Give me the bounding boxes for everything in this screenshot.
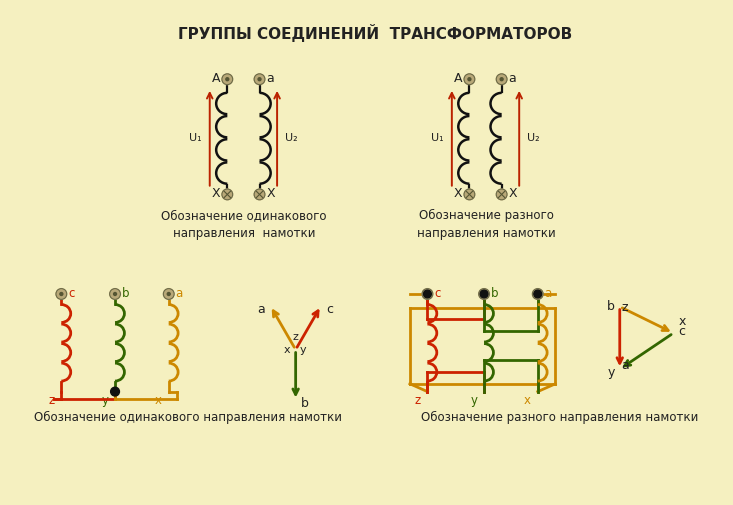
- Circle shape: [500, 78, 503, 81]
- Text: a: a: [176, 286, 183, 299]
- Text: a: a: [509, 72, 516, 85]
- Circle shape: [424, 290, 431, 298]
- Text: y: y: [300, 344, 306, 355]
- Text: x: x: [678, 315, 685, 328]
- Text: z: z: [622, 301, 628, 315]
- Text: c: c: [68, 286, 75, 299]
- Text: U₁: U₁: [189, 133, 202, 143]
- Text: U₁: U₁: [432, 133, 444, 143]
- Text: y: y: [101, 393, 108, 407]
- Circle shape: [254, 74, 265, 84]
- Text: y: y: [471, 393, 477, 407]
- Text: a: a: [257, 302, 265, 316]
- Circle shape: [532, 289, 543, 299]
- Text: A: A: [212, 72, 221, 85]
- Text: Обозначение одинакового направления намотки: Обозначение одинакового направления намо…: [34, 411, 342, 424]
- Circle shape: [60, 292, 63, 295]
- Circle shape: [482, 292, 485, 295]
- Text: x: x: [524, 393, 531, 407]
- Circle shape: [56, 289, 67, 299]
- Circle shape: [534, 290, 542, 298]
- Circle shape: [167, 292, 170, 295]
- Text: ГРУППЫ СОЕДИНЕНИЙ  ТРАНСФОРМАТОРОВ: ГРУППЫ СОЕДИНЕНИЙ ТРАНСФОРМАТОРОВ: [177, 24, 572, 41]
- Text: Обозначение разного направления намотки: Обозначение разного направления намотки: [421, 411, 698, 424]
- Text: c: c: [678, 325, 685, 337]
- Text: X: X: [212, 187, 221, 200]
- Text: b: b: [607, 300, 615, 313]
- Circle shape: [480, 290, 488, 298]
- Text: b: b: [491, 286, 498, 299]
- Circle shape: [496, 74, 507, 84]
- Text: a: a: [545, 286, 552, 299]
- Text: y: y: [608, 366, 615, 379]
- Circle shape: [468, 78, 471, 81]
- Text: z: z: [414, 393, 421, 407]
- Text: X: X: [454, 187, 463, 200]
- Text: b: b: [122, 286, 130, 299]
- Circle shape: [222, 189, 232, 200]
- Circle shape: [422, 289, 432, 299]
- Text: Обозначение разного
направления намотки: Обозначение разного направления намотки: [416, 209, 556, 240]
- Text: c: c: [326, 302, 333, 316]
- Circle shape: [537, 292, 539, 295]
- Text: z: z: [292, 332, 298, 342]
- Circle shape: [114, 292, 117, 295]
- Circle shape: [110, 289, 120, 299]
- Text: U₂: U₂: [285, 133, 298, 143]
- Text: A: A: [454, 72, 463, 85]
- Text: b: b: [301, 397, 309, 410]
- Text: c: c: [434, 286, 441, 299]
- Circle shape: [226, 78, 229, 81]
- Circle shape: [464, 189, 475, 200]
- Circle shape: [479, 289, 490, 299]
- Text: X: X: [266, 187, 275, 200]
- Text: a: a: [622, 360, 630, 372]
- Text: U₂: U₂: [527, 133, 539, 143]
- Circle shape: [163, 289, 174, 299]
- Text: z: z: [48, 393, 54, 407]
- Text: Обозначение одинакового
направления  намотки: Обозначение одинакового направления намо…: [161, 209, 327, 240]
- Circle shape: [496, 189, 507, 200]
- Text: x: x: [284, 344, 291, 355]
- Circle shape: [111, 387, 119, 396]
- Text: x: x: [155, 393, 162, 407]
- Text: X: X: [509, 187, 517, 200]
- Circle shape: [464, 74, 475, 84]
- Circle shape: [222, 74, 232, 84]
- Circle shape: [254, 189, 265, 200]
- Circle shape: [426, 292, 429, 295]
- Text: a: a: [266, 72, 274, 85]
- Circle shape: [258, 78, 261, 81]
